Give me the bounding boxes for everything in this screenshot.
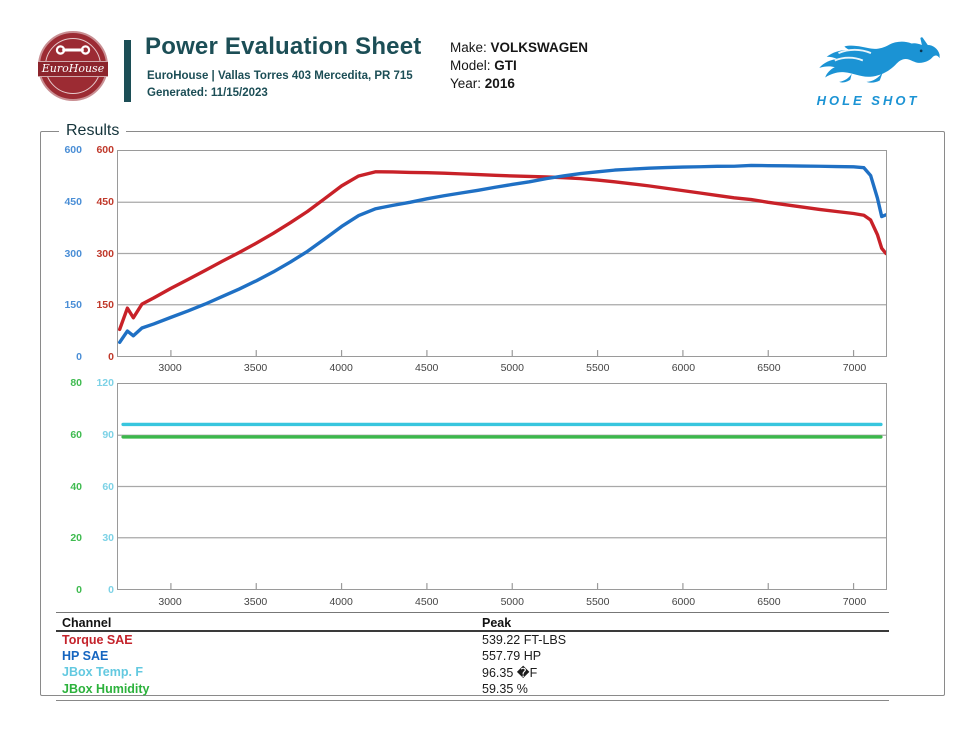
generated-date: Generated: 11/15/2023 [147, 87, 268, 99]
y-tick-label: 60 [102, 480, 114, 493]
peak-value: 59.35 % [482, 681, 528, 696]
temp-axis-labels: 120 90 60 30 0 [86, 377, 114, 596]
logo-script-text: EuroHouse [41, 62, 105, 75]
y-tick-label: 0 [76, 584, 82, 596]
torque-axis-labels: 600 450 300 150 0 [86, 144, 114, 363]
x-tick-label: 6000 [671, 596, 696, 608]
channel-name: HP SAE [62, 649, 109, 664]
vehicle-model: Model: GTI [450, 57, 588, 75]
holeshot-logo: HOLE SHOT [793, 28, 943, 108]
y-tick-label: 150 [96, 299, 114, 312]
x-tick-label: 4500 [415, 596, 439, 608]
series-hp-sae [118, 163, 886, 345]
model-value: GTI [494, 58, 517, 73]
make-label: Make: [450, 40, 487, 55]
shop-address: EuroHouse | Vallas Torres 403 Mercedita,… [147, 70, 413, 82]
y-tick-label: 600 [64, 144, 82, 156]
y-tick-label: 120 [96, 377, 114, 389]
humidity-axis-labels: 80 60 40 20 0 [54, 377, 82, 596]
x-tick-label: 3000 [158, 362, 182, 374]
x-tick-label: 3500 [243, 362, 268, 374]
table-row: JBox Temp. F 96.35 �F [56, 664, 889, 680]
results-legend: Results [66, 122, 120, 139]
x-tick-label: 5000 [500, 362, 524, 374]
page-title: Power Evaluation Sheet [145, 33, 422, 60]
table-bottom-rule [56, 699, 889, 701]
y-tick-label: 150 [64, 299, 82, 312]
x-tick-label: 4500 [415, 362, 439, 374]
y-tick-label: 60 [70, 428, 82, 441]
model-label: Model: [450, 58, 491, 73]
x-tick-label: 4000 [329, 596, 353, 608]
table-row: JBox Humidity 59.35 % [56, 681, 889, 697]
channel-name: JBox Temp. F [62, 665, 144, 680]
peak-header: Peak [482, 616, 512, 630]
y-tick-label: 600 [96, 144, 114, 156]
rpm-axis-labels-bottom: 3000 3500 4000 4500 5000 5500 6000 6500 7000 [117, 596, 887, 610]
peak-table: Channel Peak Torque SAE 539.22 FT-LBS HP S… [56, 612, 889, 701]
x-tick-label: 3000 [158, 596, 182, 608]
channel-name: JBox Humidity [62, 681, 150, 696]
y-tick-label: 0 [76, 351, 82, 363]
eurohouse-logo: EuroHouse [38, 31, 108, 101]
series-torque-sae [118, 170, 886, 332]
hp-axis-labels: 600 450 300 150 0 [54, 144, 82, 363]
y-tick-label: 40 [70, 480, 82, 493]
x-tick-label: 5500 [586, 362, 610, 374]
peak-value: 96.35 �F [482, 666, 538, 681]
vehicle-year: Year: 2016 [450, 75, 588, 93]
table-row: HP SAE 557.79 HP [56, 648, 889, 664]
peak-table-header: Channel Peak [56, 613, 889, 632]
year-value: 2016 [484, 76, 515, 91]
wrench-icon [55, 45, 91, 55]
horse-icon [819, 37, 940, 83]
y-tick-label: 0 [108, 584, 114, 596]
vehicle-make: Make: VOLKSWAGEN [450, 39, 588, 57]
title-accent-bar [124, 40, 131, 102]
y-tick-label: 300 [96, 247, 114, 260]
environment-chart [117, 383, 887, 590]
x-tick-label: 6500 [757, 596, 781, 608]
x-tick-label: 6500 [757, 362, 781, 374]
x-tick-label: 6000 [671, 362, 696, 374]
x-tick-label: 7000 [842, 362, 867, 374]
y-tick-label: 90 [102, 428, 114, 441]
y-tick-label: 20 [70, 532, 82, 545]
y-tick-label: 80 [70, 377, 82, 389]
results-section: Results [40, 122, 945, 696]
logo-band [38, 61, 108, 77]
holeshot-name: HOLE SHOT [816, 93, 920, 108]
rpm-axis-labels-top: 3000 3500 4000 4500 5000 5500 6000 6500 7000 [117, 362, 887, 376]
x-tick-label: 5000 [500, 596, 524, 608]
table-row: Torque SAE 539.22 FT-LBS [56, 632, 889, 648]
make-value: VOLKSWAGEN [490, 40, 589, 55]
power-torque-chart [117, 150, 887, 357]
y-tick-label: 0 [108, 351, 114, 363]
y-tick-label: 450 [64, 195, 82, 208]
channel-header: Channel [62, 616, 112, 630]
x-tick-label: 5500 [586, 596, 610, 608]
year-label: Year: [450, 76, 482, 91]
x-tick-label: 7000 [842, 596, 867, 608]
peak-value: 557.79 HP [482, 649, 542, 664]
x-tick-label: 3500 [243, 596, 268, 608]
y-tick-label: 300 [64, 247, 82, 260]
y-tick-label: 450 [96, 195, 114, 208]
vehicle-info: Make: VOLKSWAGEN Model: GTI Year: 2016 [450, 39, 588, 93]
x-tick-label: 4000 [329, 362, 353, 374]
peak-value: 539.22 FT-LBS [482, 633, 567, 647]
y-tick-label: 30 [102, 532, 114, 545]
channel-name: Torque SAE [62, 633, 133, 647]
